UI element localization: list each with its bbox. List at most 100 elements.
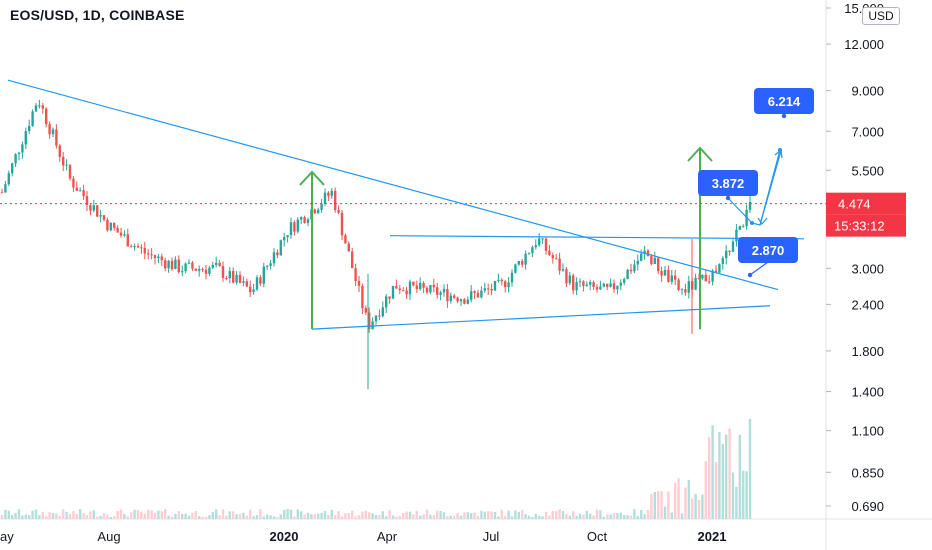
candle-body — [198, 268, 201, 271]
candle-body — [572, 275, 575, 291]
candle-body — [636, 260, 639, 265]
volume-bar — [738, 434, 741, 519]
price-tick-label: 1.400 — [851, 385, 884, 400]
volume-bar — [7, 510, 10, 519]
volume-bar — [541, 516, 544, 519]
volume-bar — [507, 510, 510, 519]
candle-body — [534, 245, 537, 248]
volume-bar — [218, 515, 221, 519]
candle-body — [395, 285, 398, 289]
descending-trendline[interactable] — [7, 79, 779, 291]
volume-bar — [697, 499, 701, 519]
ascending-support-line[interactable] — [311, 305, 771, 330]
volume-bar — [470, 512, 473, 519]
candle-body — [62, 156, 65, 166]
candle-body — [551, 255, 554, 259]
candle-body — [252, 289, 255, 293]
candle-body — [650, 255, 653, 265]
volume-bar — [303, 514, 306, 519]
candle-body — [177, 259, 180, 273]
candle-body — [293, 222, 296, 232]
volume-bar — [385, 516, 388, 519]
candle-body — [21, 144, 24, 153]
volume-bar — [344, 513, 347, 519]
candle-body — [582, 281, 585, 287]
candle-body — [599, 286, 602, 290]
projection-node[interactable] — [750, 221, 754, 225]
candle-body — [327, 192, 330, 196]
candle-body — [313, 209, 316, 214]
volume-bar — [140, 511, 143, 519]
candle-body — [361, 285, 364, 309]
candle-body — [143, 247, 146, 254]
volume-bar — [181, 513, 184, 519]
volume-bar — [208, 515, 211, 519]
candle-body — [340, 212, 344, 236]
candle-body — [136, 246, 140, 248]
candle-body — [337, 209, 340, 213]
candle-body — [123, 234, 126, 236]
volume-bar — [589, 513, 592, 519]
last-price-tag[interactable] — [826, 192, 906, 215]
candle-body — [147, 253, 150, 255]
volume-bar — [612, 513, 616, 519]
countdown-tag[interactable] — [826, 214, 906, 237]
candle-body — [402, 290, 405, 292]
projection-path[interactable] — [727, 149, 781, 226]
volume-bar — [31, 510, 34, 519]
candle-body — [592, 282, 595, 288]
currency-badge[interactable]: USD — [862, 7, 900, 25]
volume-bar — [378, 515, 381, 519]
candle-body — [157, 256, 160, 259]
measured-move-arrow-left-head[interactable] — [299, 170, 325, 186]
candle-body — [412, 281, 415, 286]
candle-body — [215, 262, 218, 265]
volume-bar — [143, 513, 146, 519]
candle-body — [657, 257, 660, 271]
volume-bar — [408, 511, 412, 519]
volume-bar — [347, 513, 350, 519]
candle-body — [259, 277, 262, 284]
time-axis[interactable]: ay Aug 2020 Apr Jul Oct 2021 — [0, 529, 726, 544]
candle-body — [694, 277, 697, 290]
projection-arrowhead[interactable] — [757, 217, 768, 226]
volume-bar — [164, 509, 167, 519]
callout-3872[interactable] — [698, 170, 758, 196]
candle-body — [500, 279, 503, 282]
drawings-layer[interactable]: 3.872 2.870 6.214 — [0, 79, 826, 330]
volume-bar — [323, 511, 327, 519]
candle-body — [24, 131, 27, 145]
measured-move-arrow-right-head[interactable] — [687, 146, 713, 162]
candle-body — [51, 129, 55, 135]
volume-bar — [55, 513, 58, 519]
volume-bar — [317, 513, 320, 519]
volume-bar — [490, 511, 493, 519]
candle-body — [524, 253, 527, 265]
callout-2870[interactable] — [738, 237, 798, 263]
volume-bar — [718, 431, 721, 519]
candle-body — [419, 282, 422, 290]
projection-leg[interactable] — [759, 150, 782, 226]
volume-bar — [232, 511, 235, 519]
price-axis[interactable]: 15.00012.0009.0007.0005.5003.0002.4001.8… — [826, 1, 906, 514]
candle-body — [269, 263, 272, 266]
volume-bar — [500, 509, 503, 519]
candle-body — [538, 238, 541, 246]
volume-bar — [626, 515, 629, 519]
candle-body — [473, 291, 476, 293]
horizontal-resistance-line[interactable] — [389, 235, 805, 240]
volume-bar — [538, 515, 541, 519]
callout-6214[interactable] — [754, 88, 814, 114]
projection-arrowhead[interactable] — [774, 148, 783, 159]
volume-bar — [582, 514, 585, 519]
volume-bar — [82, 513, 85, 519]
volume-bar — [170, 516, 174, 519]
volume-bar — [153, 512, 157, 519]
candle-body — [344, 235, 347, 244]
candle-body — [742, 226, 745, 228]
volume-bar — [439, 510, 442, 519]
candle-body — [565, 269, 568, 284]
callout-2870-anchor — [747, 272, 753, 278]
